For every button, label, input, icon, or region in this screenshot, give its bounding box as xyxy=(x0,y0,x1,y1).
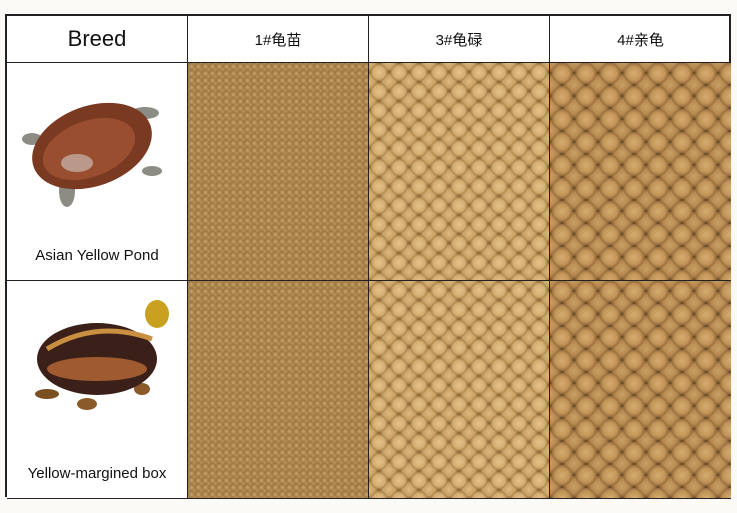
turtle-image xyxy=(22,102,162,207)
feed-1-pellets-image xyxy=(188,281,369,499)
header-feed-1: 1#龟苗 xyxy=(188,16,369,63)
feed-1-pellets-image xyxy=(188,63,369,281)
feed-4-pellets-image xyxy=(550,281,731,499)
header-feed-3: 3#龟碌 xyxy=(369,16,550,63)
breed-cell-asian-yellow-pond: Asian Yellow Pond xyxy=(7,63,188,281)
header-breed: Breed xyxy=(7,16,188,63)
breed-cell-yellow-margined-box: Yellow-margined box xyxy=(7,281,188,499)
turtle-image xyxy=(35,300,169,410)
header-feed-4: 4#亲龟 xyxy=(550,16,731,63)
feed-3-pellets-image xyxy=(369,281,550,499)
feed-4-pellets-image xyxy=(550,63,731,281)
feed-3-pellets-image xyxy=(369,63,550,281)
feed-comparison-table: Breed 1#龟苗 3#龟碌 4#亲龟 Asian Yellow Pond Y… xyxy=(5,14,731,499)
breed-label: Yellow-margined box xyxy=(27,465,167,482)
breed-label: Asian Yellow Pond xyxy=(35,247,159,264)
